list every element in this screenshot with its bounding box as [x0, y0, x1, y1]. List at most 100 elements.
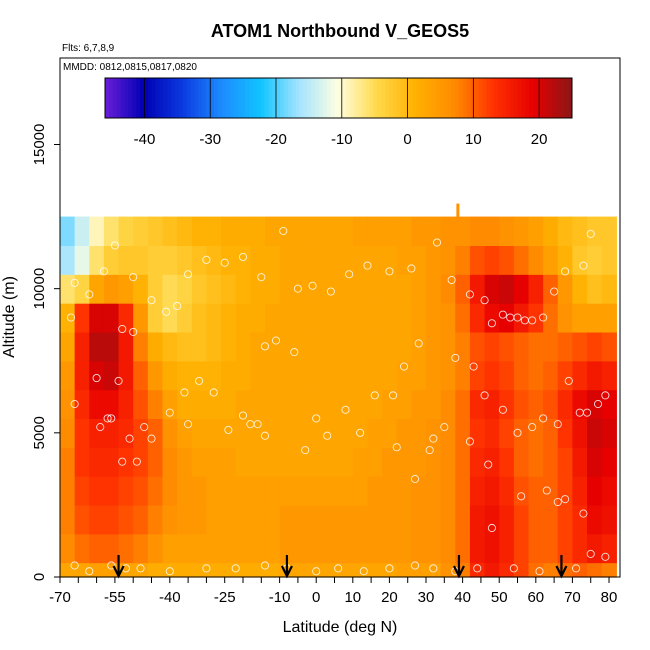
heatmap-cell	[469, 274, 486, 304]
colorbar-swatch	[404, 78, 410, 118]
heatmap-cell	[382, 389, 398, 420]
colorbar-swatch	[463, 78, 468, 118]
observation-point	[498, 310, 507, 319]
heatmap-cell	[367, 504, 383, 535]
colorbar-swatch	[225, 78, 231, 118]
colorbar-swatch	[389, 78, 394, 118]
colorbar-swatch	[568, 78, 573, 118]
colorbar-swatch	[322, 78, 328, 118]
heatmap-cell	[162, 447, 178, 477]
colorbar-swatch	[206, 78, 211, 118]
x-tick-label: 80	[601, 589, 618, 606]
observation-point	[561, 495, 570, 504]
heatmap-cell	[572, 245, 588, 275]
heatmap-cell	[177, 245, 193, 275]
observation-point	[271, 336, 281, 345]
x-tick-label: 0	[312, 589, 320, 606]
colorbar-swatch	[256, 78, 262, 118]
heatmap-cell	[118, 303, 134, 333]
observation-point	[561, 267, 570, 276]
heatmap-cell	[411, 533, 427, 564]
heatmap-cell	[74, 216, 90, 247]
heatmap-cell	[103, 418, 120, 448]
heatmap-cell	[294, 504, 310, 535]
heatmap-cell	[601, 418, 617, 448]
colorbar-swatch	[330, 78, 336, 118]
heatmap-cell	[396, 533, 412, 564]
heatmap-cell	[323, 389, 339, 420]
observation-point	[323, 431, 332, 440]
observation-point	[601, 552, 610, 561]
colorbar-swatch	[155, 78, 160, 118]
observation-point	[586, 549, 595, 558]
heatmap-cell	[177, 216, 193, 247]
colorbar-swatch	[295, 78, 301, 118]
x-tick-label: 10	[344, 589, 361, 606]
heatmap-cell	[162, 504, 178, 535]
heatmap-cell	[235, 389, 251, 420]
heatmap-cell	[103, 245, 120, 275]
colorbar-swatch	[120, 78, 125, 118]
y-tick-label: 0	[31, 573, 48, 581]
colorbar-swatch	[428, 78, 433, 118]
observation-point	[509, 564, 518, 573]
heatmap-cell	[294, 533, 310, 564]
heatmap-cell	[147, 533, 164, 564]
observation-point	[246, 420, 255, 429]
heatmap-cell	[308, 245, 325, 275]
heatmap-cell	[557, 447, 574, 477]
heatmap-cell	[221, 476, 237, 506]
heatmap-cell	[367, 216, 383, 247]
heatmap-cell	[352, 533, 369, 564]
flight-arrows	[112, 555, 568, 579]
colorbar-swatch	[143, 78, 149, 118]
heatmap-cell	[528, 360, 544, 391]
heatmap-cell	[323, 418, 339, 448]
heatmap-cell	[74, 331, 90, 362]
heatmap-cell	[411, 476, 427, 506]
heatmap-cell	[396, 447, 412, 477]
heatmap-cell	[133, 533, 149, 564]
heatmap-cell	[294, 360, 310, 391]
heatmap-cell	[323, 274, 339, 304]
heatmap-cell	[528, 331, 544, 362]
heatmap-cell	[587, 331, 603, 362]
heatmap-cell	[264, 360, 281, 391]
heatmap-cell	[162, 562, 178, 578]
heatmap-cell	[557, 303, 574, 333]
colorbar-swatch	[381, 78, 386, 118]
heatmap-cell	[294, 562, 310, 578]
heatmap-cell	[338, 216, 354, 247]
colorbar: -40 -30 -20 -10 0 10 20	[104, 77, 573, 148]
heatmap-cell	[89, 303, 105, 333]
observation-point	[429, 434, 438, 443]
colorbar-swatch	[217, 78, 223, 118]
observation-point	[480, 296, 489, 305]
heatmap-cell	[396, 418, 412, 448]
colorbar-tick-label: -30	[199, 131, 221, 148]
heatmap-cell	[469, 476, 486, 506]
colorbar-swatch	[540, 78, 546, 118]
heatmap-cell	[528, 389, 544, 420]
heatmap-cell	[60, 360, 76, 391]
heatmap-cell	[74, 504, 90, 535]
observation-point	[513, 428, 522, 437]
heatmap-cell	[528, 504, 544, 535]
colorbar-swatch	[190, 78, 196, 118]
colorbar-tick-label: 0	[403, 131, 411, 148]
colorbar-swatch	[151, 78, 157, 118]
observation-point	[487, 319, 496, 328]
observation-point	[140, 423, 149, 432]
heatmap-cell	[147, 360, 164, 391]
heatmap-cell	[250, 303, 266, 333]
heatmap-cell	[601, 216, 617, 247]
heatmap-cell	[279, 245, 295, 275]
heatmap-cell	[587, 418, 603, 448]
heatmap-cell	[572, 274, 588, 304]
heatmap-cell	[118, 331, 134, 362]
heatmap-cell	[557, 533, 574, 564]
dates-label: MMDD: 0812,0815,0817,0820	[63, 62, 197, 73]
heatmap-cell	[572, 216, 588, 247]
heatmap-cell	[543, 360, 559, 391]
